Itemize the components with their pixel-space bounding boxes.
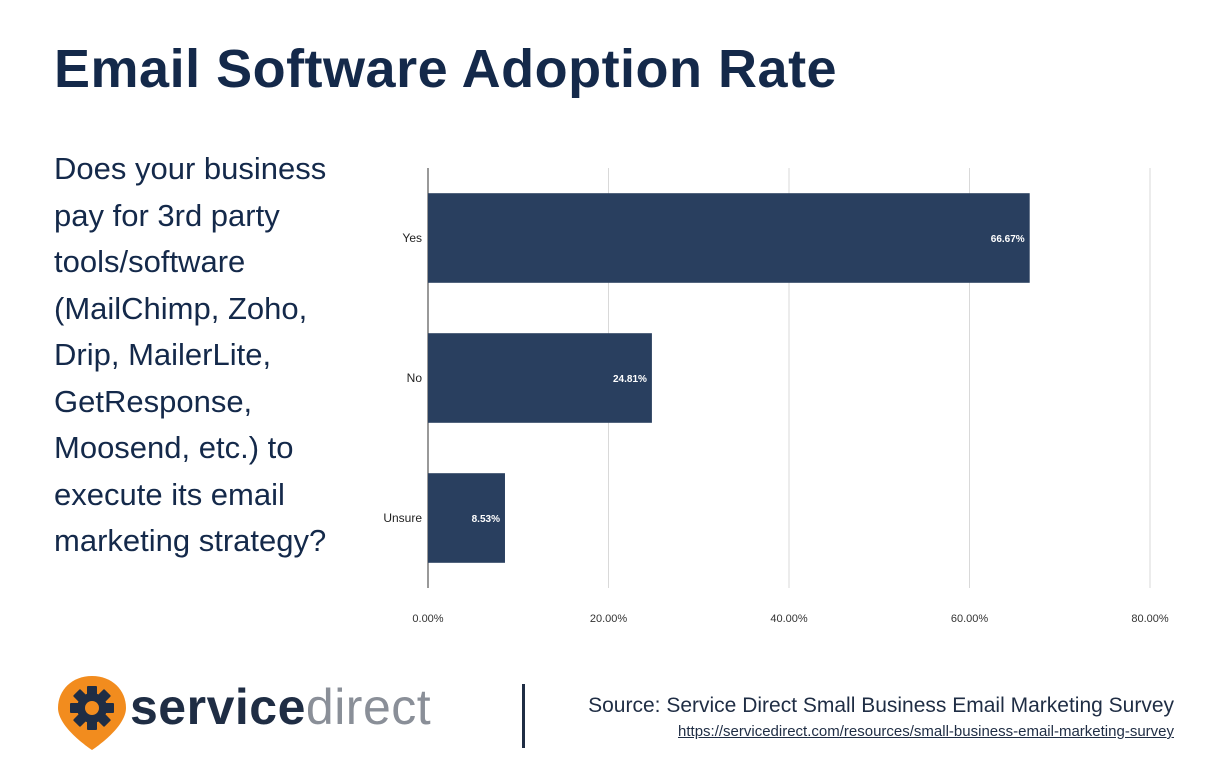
x-tick-label: 60.00% [951,613,989,625]
y-category-label: No [407,371,423,385]
bar-data-label: 8.53% [472,514,500,525]
bar-data-label: 24.81% [613,374,647,385]
x-tick-label: 40.00% [770,613,808,625]
x-tick-label: 20.00% [590,613,628,625]
x-tick-label: 80.00% [1131,613,1169,625]
source-credit: Source: Service Direct Small Business Em… [588,694,1174,717]
brand-name-bold: service [130,679,306,735]
bar [428,193,1030,283]
bar [428,333,652,423]
source-link[interactable]: https://servicedirect.com/resources/smal… [678,723,1174,740]
y-category-label: Unsure [383,511,422,525]
bar-data-label: 66.67% [991,234,1025,245]
brand-name-light: direct [305,679,432,735]
page-title: Email Software Adoption Rate [54,39,838,99]
survey-question: Does your business pay for 3rd party too… [54,151,327,558]
bar-chart: 0.00% 20.00% 40.00% 60.00% 80.00% Yes 66.67% No… [383,168,1169,625]
brand-logo-text: servicedirect [130,678,431,736]
y-category-label: Yes [402,231,422,245]
x-tick-label: 0.00% [412,613,443,625]
gear-pin-icon [58,676,126,750]
footer-divider [522,684,525,748]
bar [428,473,505,563]
